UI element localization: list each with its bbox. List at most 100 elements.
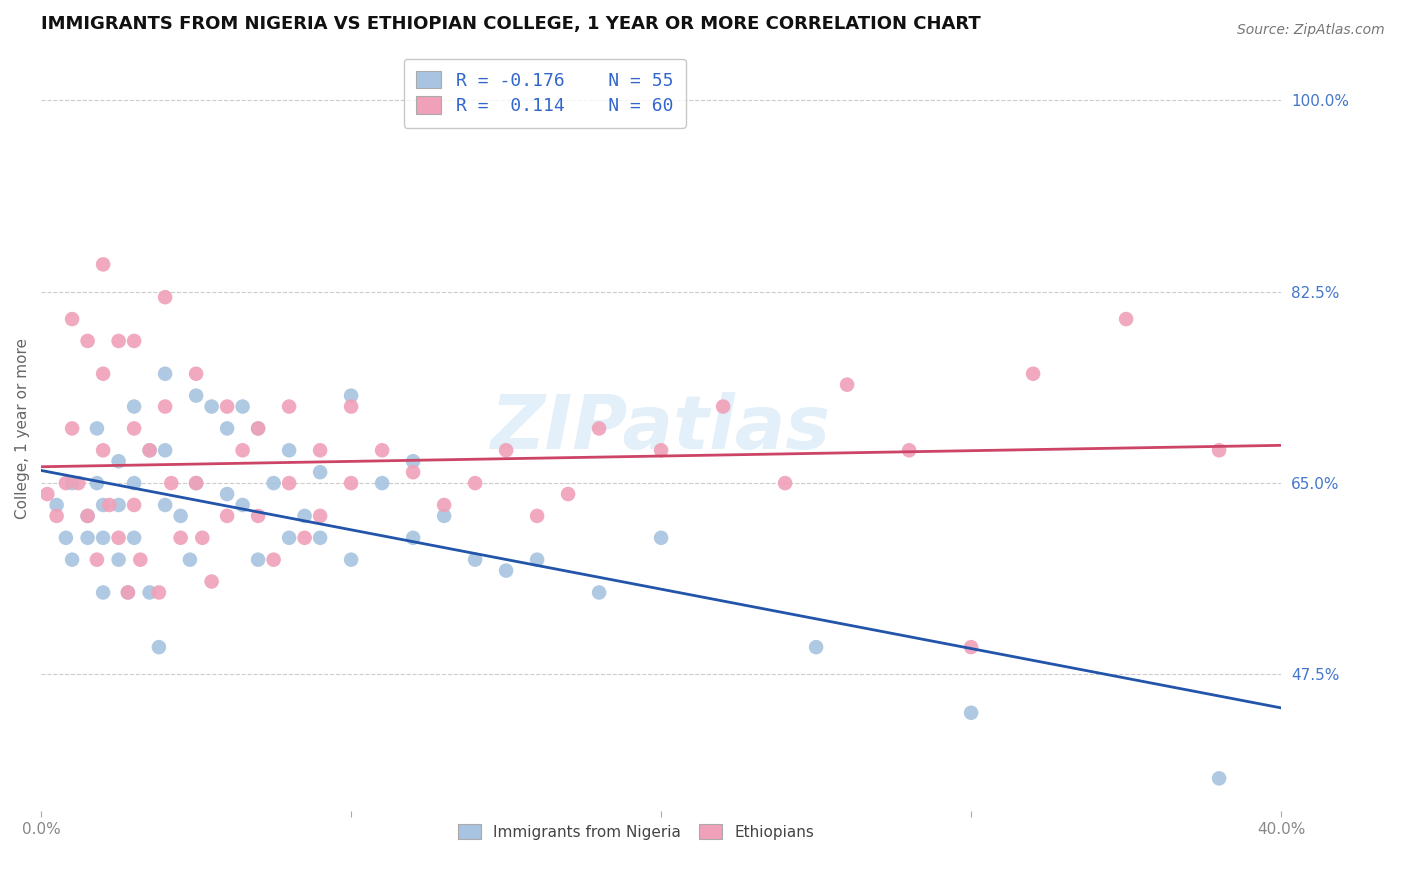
Point <box>402 531 425 545</box>
Point <box>402 454 425 468</box>
Point <box>148 640 170 654</box>
Point <box>91 367 114 381</box>
Point <box>179 552 201 566</box>
Point <box>247 508 270 523</box>
Point <box>804 640 827 654</box>
Point <box>773 476 796 491</box>
Point <box>184 367 207 381</box>
Point <box>960 640 983 654</box>
Point <box>122 498 145 512</box>
Point <box>60 312 83 326</box>
Point <box>201 574 224 589</box>
Point <box>247 552 270 566</box>
Point <box>191 531 214 545</box>
Point <box>122 531 145 545</box>
Point <box>263 552 285 566</box>
Point <box>107 498 129 512</box>
Point <box>340 552 363 566</box>
Point <box>91 443 114 458</box>
Point <box>371 443 394 458</box>
Point <box>433 508 456 523</box>
Point <box>122 400 145 414</box>
Point <box>1208 772 1230 786</box>
Point <box>278 400 301 414</box>
Point <box>232 498 254 512</box>
Point <box>86 421 108 435</box>
Point <box>91 585 114 599</box>
Point <box>117 585 139 599</box>
Point <box>148 585 170 599</box>
Point <box>184 476 207 491</box>
Point <box>278 476 301 491</box>
Point <box>86 552 108 566</box>
Point <box>526 508 548 523</box>
Point <box>60 476 83 491</box>
Point <box>650 531 672 545</box>
Point <box>45 508 67 523</box>
Point <box>464 476 486 491</box>
Point <box>67 476 90 491</box>
Point <box>86 476 108 491</box>
Point <box>138 585 160 599</box>
Point <box>495 443 517 458</box>
Point <box>588 585 610 599</box>
Point <box>340 389 363 403</box>
Point <box>217 421 239 435</box>
Point <box>588 421 610 435</box>
Point <box>278 531 301 545</box>
Point <box>129 552 152 566</box>
Point <box>60 421 83 435</box>
Point <box>122 421 145 435</box>
Point <box>169 508 191 523</box>
Point <box>117 585 139 599</box>
Point <box>232 443 254 458</box>
Point <box>309 465 332 479</box>
Point <box>184 476 207 491</box>
Point <box>138 443 160 458</box>
Point <box>138 443 160 458</box>
Point <box>153 290 176 304</box>
Point <box>76 334 98 348</box>
Text: ZIPatlas: ZIPatlas <box>491 392 831 465</box>
Point <box>45 498 67 512</box>
Point <box>37 487 59 501</box>
Point <box>60 552 83 566</box>
Point <box>91 531 114 545</box>
Point <box>184 389 207 403</box>
Point <box>76 531 98 545</box>
Point <box>309 443 332 458</box>
Point <box>55 531 77 545</box>
Point <box>526 552 548 566</box>
Point <box>309 508 332 523</box>
Point <box>153 498 176 512</box>
Point <box>217 400 239 414</box>
Y-axis label: College, 1 year or more: College, 1 year or more <box>15 338 30 519</box>
Point <box>294 508 316 523</box>
Point <box>153 367 176 381</box>
Text: IMMIGRANTS FROM NIGERIA VS ETHIOPIAN COLLEGE, 1 YEAR OR MORE CORRELATION CHART: IMMIGRANTS FROM NIGERIA VS ETHIOPIAN COL… <box>41 15 981 33</box>
Point <box>122 334 145 348</box>
Point <box>835 377 858 392</box>
Point <box>98 498 121 512</box>
Point <box>160 476 183 491</box>
Point <box>107 552 129 566</box>
Point <box>340 400 363 414</box>
Point <box>76 508 98 523</box>
Point <box>153 443 176 458</box>
Point <box>247 421 270 435</box>
Point <box>278 443 301 458</box>
Point <box>464 552 486 566</box>
Point <box>433 498 456 512</box>
Point <box>650 443 672 458</box>
Point <box>122 476 145 491</box>
Point <box>201 400 224 414</box>
Point <box>898 443 921 458</box>
Point <box>232 400 254 414</box>
Point <box>960 706 983 720</box>
Point <box>217 508 239 523</box>
Point <box>263 476 285 491</box>
Point <box>107 454 129 468</box>
Point <box>1022 367 1045 381</box>
Point <box>1208 443 1230 458</box>
Point <box>402 465 425 479</box>
